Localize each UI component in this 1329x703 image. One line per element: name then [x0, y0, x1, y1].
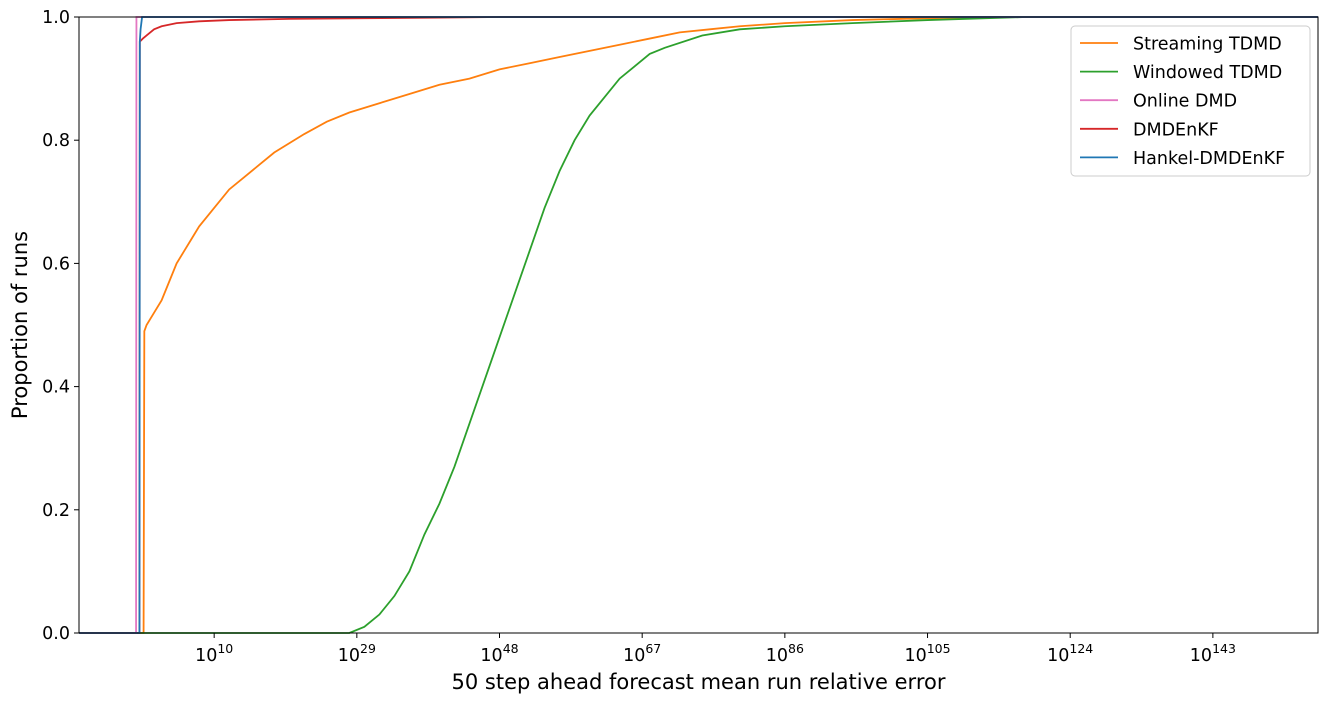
legend-label: Online DMD — [1133, 92, 1237, 112]
y-tick-label: 0.2 — [42, 501, 70, 521]
plot-frame — [78, 16, 1319, 634]
x-tick-label: 10105 — [904, 641, 950, 666]
y-axis-label: Proportion of runs — [8, 231, 32, 419]
y-tick-label: 0.0 — [42, 624, 70, 644]
series-line-0 — [79, 16, 1318, 634]
x-tick-label: 10143 — [1190, 641, 1236, 666]
x-tick-label: 1010 — [195, 641, 233, 666]
axes-layer: 0.0 0.2 0.4 0.6 0.8 1.0 1010 1029 1048 1067 1086 10… — [42, 8, 1236, 666]
legend-label: DMDEnKF — [1133, 120, 1219, 140]
y-tick-label: 0.8 — [42, 131, 70, 151]
x-axis-label: 50 step ahead forecast mean run relative… — [452, 670, 946, 694]
legend: Streaming TDMD Windowed TDMD Online DMD DMD… — [1070, 25, 1311, 177]
x-tick-label: 1067 — [623, 641, 661, 666]
series-line-1 — [79, 16, 1318, 634]
y-tick-label: 1.0 — [42, 8, 70, 28]
x-tick-label: 1086 — [766, 641, 804, 666]
x-tick-label: 1029 — [338, 641, 376, 666]
y-tick-label: 0.6 — [42, 254, 70, 274]
legend-frame — [1070, 25, 1311, 177]
legend-label: Windowed TDMD — [1133, 63, 1282, 83]
legend-label: Hankel-DMDEnKF — [1133, 149, 1285, 169]
x-tick-label: 1048 — [480, 641, 518, 666]
legend-label: Streaming TDMD — [1133, 35, 1282, 55]
y-tick-label: 0.4 — [42, 378, 70, 398]
x-tick-label: 10124 — [1047, 641, 1093, 666]
